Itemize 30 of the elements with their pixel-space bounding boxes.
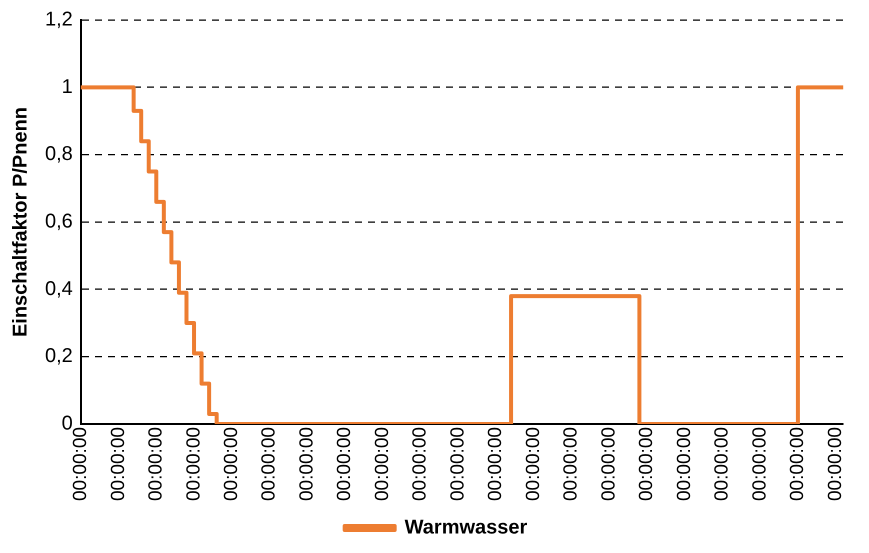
x-tick-label: 00:00:00 (824, 427, 846, 502)
y-tick-label: 0,4 (44, 278, 73, 300)
x-tick-label: 00:00:00 (674, 427, 695, 502)
x-tick-label: 00:00:00 (598, 427, 620, 502)
x-tick-label: 00:00:00 (334, 427, 356, 502)
x-tick-label: 00:00:00 (485, 427, 506, 502)
x-tick-label: 00:00:00 (410, 427, 431, 502)
y-axis-title: Einschaltfaktor P/Pnenn (10, 106, 32, 338)
x-tick-label: 00:00:00 (146, 427, 167, 502)
x-tick-label: 00:00:00 (787, 427, 808, 502)
y-tick-label: 0 (62, 412, 73, 435)
y-tick-label: 1,2 (44, 8, 73, 31)
x-tick-label: 00:00:00 (560, 427, 582, 502)
x-tick-label: 00:00:00 (70, 427, 92, 502)
x-tick-label: 00:00:00 (447, 427, 468, 502)
legend-label: Warmwasser (404, 516, 528, 539)
x-tick-label: 00:00:00 (183, 427, 204, 502)
x-tick-label: 00:00:00 (712, 427, 733, 502)
x-tick-label: 00:00:00 (108, 427, 129, 502)
x-tick-label: 00:00:00 (749, 427, 770, 502)
x-tick-label: 00:00:00 (372, 427, 393, 502)
y-tick-label: 0,6 (44, 210, 73, 233)
x-tick-label: 00:00:00 (221, 427, 242, 502)
x-tick-label: 00:00:00 (522, 427, 544, 502)
x-tick-label: 00:00:00 (296, 427, 318, 502)
y-tick-label: 1 (62, 76, 73, 98)
x-tick-label: 00:00:00 (258, 427, 280, 502)
x-tick-label: 00:00:00 (636, 427, 658, 502)
y-tick-label: 0,8 (44, 143, 73, 166)
y-tick-label: 0,2 (44, 345, 73, 368)
